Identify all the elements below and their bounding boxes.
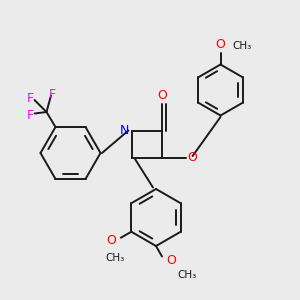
Text: O: O xyxy=(157,89,167,102)
Text: O: O xyxy=(216,38,225,51)
Text: O: O xyxy=(188,151,197,164)
Text: CH₃: CH₃ xyxy=(105,253,124,263)
Text: CH₃: CH₃ xyxy=(177,270,196,280)
Text: N: N xyxy=(120,124,130,137)
Text: F: F xyxy=(26,92,34,105)
Text: F: F xyxy=(49,88,56,100)
Text: O: O xyxy=(106,234,116,247)
Text: CH₃: CH₃ xyxy=(232,41,252,51)
Text: O: O xyxy=(167,254,176,268)
Text: F: F xyxy=(26,109,34,122)
